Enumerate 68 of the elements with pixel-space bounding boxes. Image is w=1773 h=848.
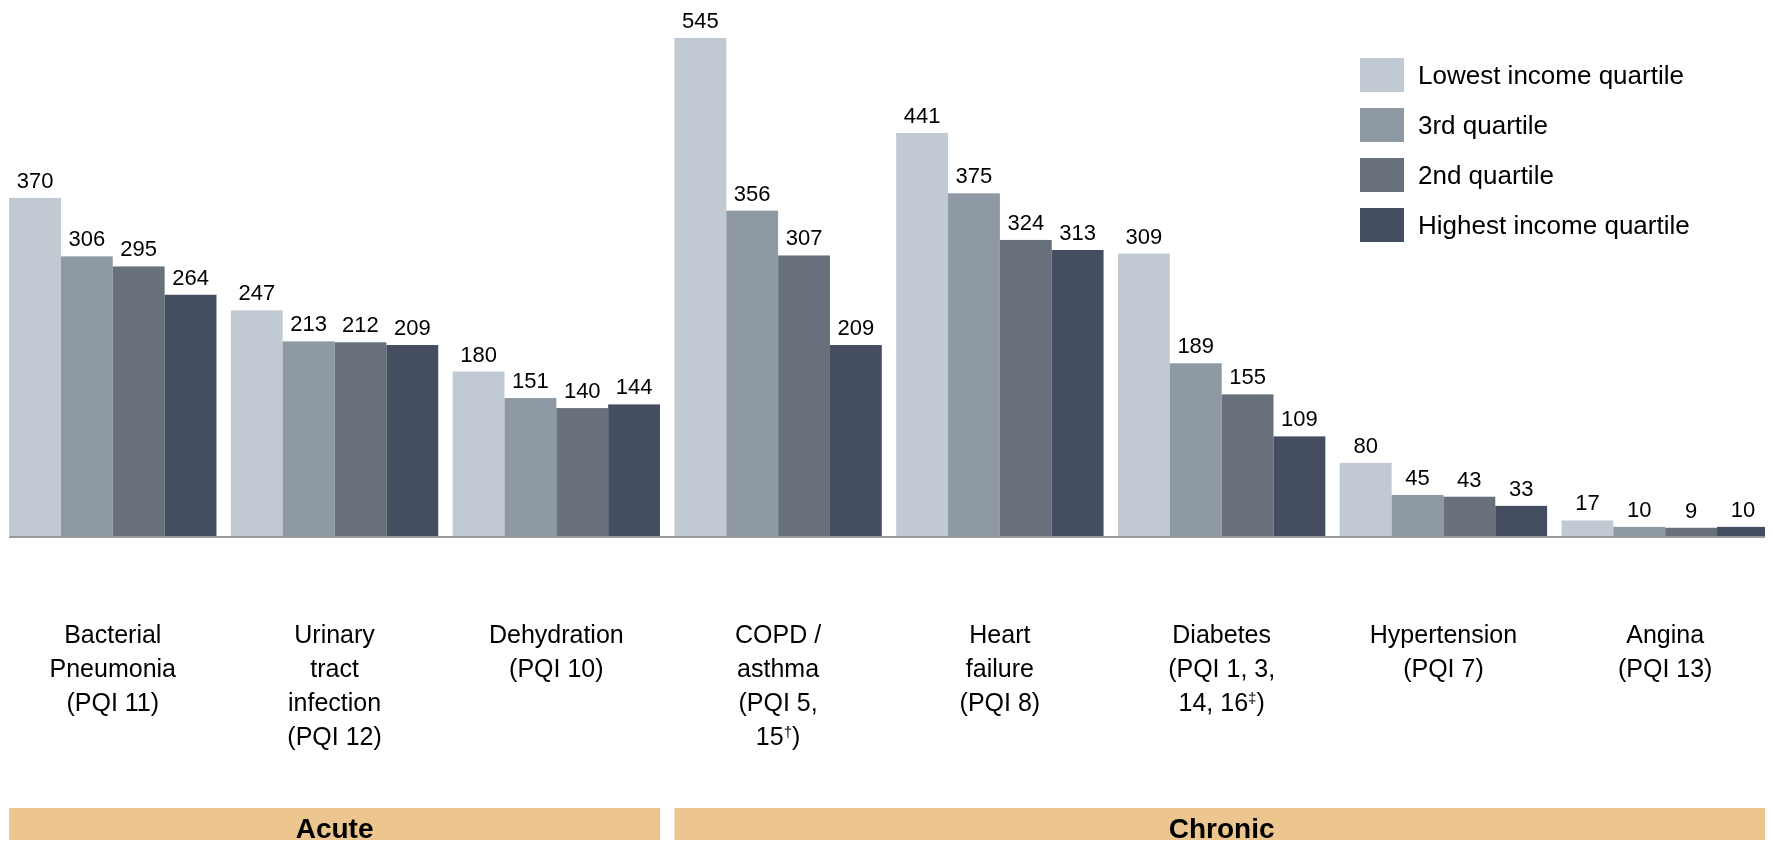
data-label: 209: [837, 315, 875, 341]
data-label: 375: [955, 163, 993, 189]
data-label: 45: [1405, 464, 1430, 490]
data-label: 295: [120, 236, 158, 262]
bar: [1561, 520, 1614, 536]
legend-label: 2nd quartile: [1418, 160, 1554, 190]
bar: [452, 371, 505, 536]
bar: [164, 294, 217, 536]
bar: [1117, 253, 1170, 536]
bar: [9, 197, 61, 536]
x-tick-label: Urinary tract infection (PQI 12): [287, 620, 382, 750]
bar: [829, 345, 882, 536]
bar: [1221, 394, 1274, 536]
bar: [1051, 249, 1104, 536]
data-label: 247: [238, 280, 276, 306]
x-tick-label: Angina (PQI 13): [1617, 620, 1713, 682]
x-tick-label: Hypertension (PQI 7): [1369, 620, 1518, 682]
data-label: 140: [563, 378, 601, 404]
data-label: 356: [733, 180, 771, 206]
bar: [1495, 505, 1548, 536]
bar: [674, 38, 727, 536]
data-label: 209: [393, 315, 431, 341]
data-label: 189: [1177, 333, 1215, 359]
data-label: 313: [1059, 219, 1097, 245]
x-tick-label: Heart failure (PQI 8): [959, 620, 1041, 716]
legend-label: 3rd quartile: [1418, 110, 1549, 140]
data-label: 43: [1457, 466, 1482, 492]
data-label: 306: [68, 226, 106, 252]
bar: [1273, 436, 1326, 536]
data-label: 441: [903, 103, 941, 129]
data-label: 9: [1685, 497, 1698, 523]
data-label: 545: [681, 8, 719, 33]
data-label: 307: [785, 225, 823, 251]
x-tick-label: Dehydration (PQI 10): [488, 620, 624, 682]
data-label: 33: [1508, 475, 1534, 501]
bar: [556, 408, 609, 536]
x-tick-label: COPD / asthma (PQI 5, 15$^{†}$): [735, 620, 822, 750]
bar: [1443, 496, 1496, 536]
bar: [112, 266, 165, 536]
data-label: 144: [615, 374, 653, 400]
legend-label: Lowest income quartile: [1418, 60, 1684, 90]
bar: [608, 404, 661, 536]
text: Acute: [295, 813, 374, 844]
bar: [778, 255, 830, 536]
data-label: 212: [342, 312, 379, 338]
data-label: 10: [1627, 496, 1652, 522]
bar: [1339, 462, 1392, 536]
data-label: 10: [1730, 496, 1756, 522]
data-label: 213: [290, 311, 327, 337]
data-label: 109: [1281, 406, 1318, 432]
bar: [896, 133, 949, 536]
data-label: 17: [1575, 490, 1600, 516]
data-label: 151: [512, 368, 549, 394]
data-label: 264: [172, 264, 209, 290]
bar: [230, 310, 283, 536]
data-label: 309: [1125, 223, 1163, 249]
data-label: 324: [1007, 209, 1045, 235]
x-tick-label: Bacterial Pneumonia (PQI 11): [49, 620, 177, 716]
data-label: 155: [1229, 364, 1266, 390]
legend-label: Highest income quartile: [1418, 210, 1690, 240]
bar: [334, 342, 387, 536]
data-label: 180: [460, 341, 497, 367]
text: Chronic: [1168, 813, 1275, 844]
x-tick-label: Diabetes (PQI 1, 3, 14, 16$^{‡}$): [1168, 620, 1276, 716]
bar: [999, 239, 1052, 536]
data-label: 370: [16, 167, 54, 193]
bar: [386, 345, 439, 536]
data-label: 80: [1353, 432, 1378, 458]
